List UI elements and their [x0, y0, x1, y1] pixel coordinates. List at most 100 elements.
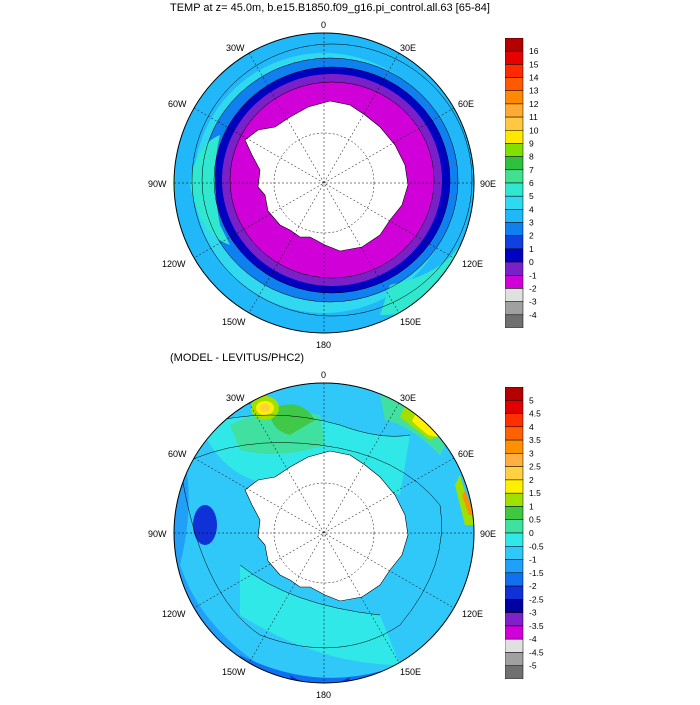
bottom-colorbar-tick-label: 1.5 — [529, 488, 541, 498]
bottom-colorbar-swatch — [505, 559, 524, 574]
top-colorbar-swatch — [505, 314, 524, 328]
top-colorbar-tick-label: -1 — [529, 270, 537, 280]
top-colorbar-tick-label: 13 — [529, 86, 539, 96]
bottom-label-60w: 60W — [168, 449, 187, 459]
bottom-colorbar-tick-label: 3.5 — [529, 435, 541, 445]
bottom-colorbar-swatch — [505, 466, 524, 481]
top-colorbar-tick-label: 11 — [529, 112, 538, 122]
top-label-30e: 30E — [400, 43, 416, 53]
top-colorbar-tick-label: 7 — [529, 165, 534, 175]
bottom-colorbar-tick-label: 3 — [529, 448, 534, 458]
bottom-colorbar-tick-label: 2 — [529, 475, 534, 485]
bottom-colorbar-tick-label: 2.5 — [529, 462, 541, 472]
top-colorbar-swatch — [505, 64, 524, 78]
bottom-label-120w: 120W — [162, 609, 186, 619]
bottom-colorbar-swatch — [505, 546, 524, 560]
top-label-30w: 30W — [226, 43, 245, 53]
bottom-label-30w: 30W — [226, 393, 245, 403]
top-label-60w: 60W — [168, 99, 187, 109]
bottom-colorbar-swatch — [505, 413, 524, 428]
top-label-150e: 150E — [400, 317, 421, 327]
top-colorbar-tick-label: 12 — [529, 99, 539, 109]
top-label-180: 180 — [316, 340, 331, 350]
bottom-colorbar-swatch — [505, 612, 524, 627]
bottom-colorbar-swatch — [505, 453, 524, 467]
top-colorbar-swatch — [505, 90, 524, 105]
top-colorbar-tick-label: 14 — [529, 73, 539, 83]
top-colorbar-swatch — [505, 261, 524, 276]
bottom-colorbar-tick-label: -3 — [529, 608, 537, 618]
top-colorbar-tick-label: 1 — [529, 244, 534, 254]
top-colorbar-swatch — [505, 156, 524, 171]
bottom-colorbar-tick-label: -2 — [529, 581, 537, 591]
bottom-polar-map: 0 180 30W 30E 60W 60E 90W 90E 120W 120E … — [148, 370, 496, 700]
top-colorbar-tick-label: 15 — [529, 59, 539, 69]
top-label-120e: 120E — [462, 259, 483, 269]
top-colorbar-tick-label: 5 — [529, 191, 534, 201]
top-colorbar-tick-label: 16 — [529, 46, 539, 56]
bottom-colorbar-swatch — [505, 532, 524, 547]
top-colorbar-swatch — [505, 301, 524, 316]
bottom-colorbar-swatch — [505, 599, 524, 613]
top-colorbar-tick-label: 8 — [529, 152, 534, 162]
bottom-label-30e: 30E — [400, 393, 416, 403]
top-colorbar-swatch — [505, 288, 524, 302]
bottom-label-60e: 60E — [458, 449, 474, 459]
top-colorbar-swatch — [505, 222, 524, 236]
bottom-label-0: 0 — [321, 370, 326, 380]
bottom-colorbar-swatch — [505, 479, 524, 494]
bottom-colorbar-swatch — [505, 652, 524, 666]
top-colorbar-tick-label: 3 — [529, 218, 534, 228]
top-label-0: 0 — [321, 20, 326, 30]
bottom-colorbar-swatch — [505, 585, 524, 600]
bottom-colorbar-swatch — [505, 387, 524, 401]
top-colorbar-swatch — [505, 182, 524, 197]
top-colorbar-swatch — [505, 38, 524, 52]
bottom-title: (MODEL - LEVITUS/PHC2) — [170, 352, 305, 364]
top-colorbar-tick-label: 9 — [529, 138, 534, 148]
top-colorbar-tick-label: 4 — [529, 204, 534, 214]
bottom-colorbar-swatch — [505, 506, 524, 520]
bottom-colorbar-swatch — [505, 572, 524, 587]
bottom-label-150w: 150W — [222, 667, 246, 677]
bottom-colorbar-tick-label: 0 — [529, 528, 534, 538]
top-colorbar-tick-label: 2 — [529, 231, 534, 241]
top-colorbar-tick-label: 0 — [529, 257, 534, 267]
top-colorbar-swatch — [505, 235, 524, 250]
bottom-colorbar-swatch — [505, 519, 524, 534]
bottom-colorbar-tick-label: 5 — [529, 395, 534, 405]
bottom-colorbar-swatch — [505, 625, 524, 640]
top-colorbar-swatch — [505, 195, 524, 210]
top-colorbar-tick-label: -3 — [529, 297, 537, 307]
top-colorbar-swatch — [505, 77, 524, 91]
top-label-90w: 90W — [148, 179, 167, 189]
top-colorbar-swatch — [505, 275, 524, 289]
top-colorbar-swatch — [505, 50, 524, 65]
bottom-colorbar-tick-label: -4 — [529, 634, 537, 644]
bottom-colorbar-tick-label: -1.5 — [529, 568, 544, 578]
bottom-colorbar: 5 4.5 4 3.5 3 2.5 2 1.5 1 0.5 0 -0.5 -1 -1.5 -2 -2.5 -3 -… — [505, 387, 544, 679]
top-polar-map: 0 180 30W 30E 60W 60E 90W 90E 120W 120E … — [148, 20, 496, 350]
bottom-colorbar-tick-label: -2.5 — [529, 594, 544, 604]
bottom-colorbar-tick-label: -4.5 — [529, 647, 544, 657]
top-colorbar-swatch — [505, 143, 524, 157]
bottom-label-180: 180 — [316, 690, 331, 700]
top-colorbar-tick-label: 6 — [529, 178, 534, 188]
bottom-colorbar-swatch — [505, 638, 524, 653]
bottom-colorbar-swatch — [505, 492, 524, 507]
top-colorbar-tick-label: -2 — [529, 283, 537, 293]
bottom-colorbar-swatch — [505, 400, 524, 414]
top-label-90e: 90E — [480, 179, 496, 189]
top-colorbar-swatch — [505, 116, 524, 131]
bottom-colorbar-tick-label: -1 — [529, 555, 537, 565]
bottom-colorbar-swatch — [505, 426, 524, 441]
bottom-colorbar-tick-label: -3.5 — [529, 621, 544, 631]
bottom-colorbar-tick-label: 4 — [529, 422, 534, 432]
bottom-colorbar-tick-label: 0.5 — [529, 515, 541, 525]
bottom-colorbar-tick-label: 4.5 — [529, 409, 541, 419]
bottom-label-90w: 90W — [148, 529, 167, 539]
bottom-colorbar-swatch — [505, 439, 524, 454]
top-colorbar-swatch — [505, 248, 524, 263]
top-title: TEMP at z= 45.0m, b.e15.B1850.f09_g16.pi… — [170, 2, 490, 14]
